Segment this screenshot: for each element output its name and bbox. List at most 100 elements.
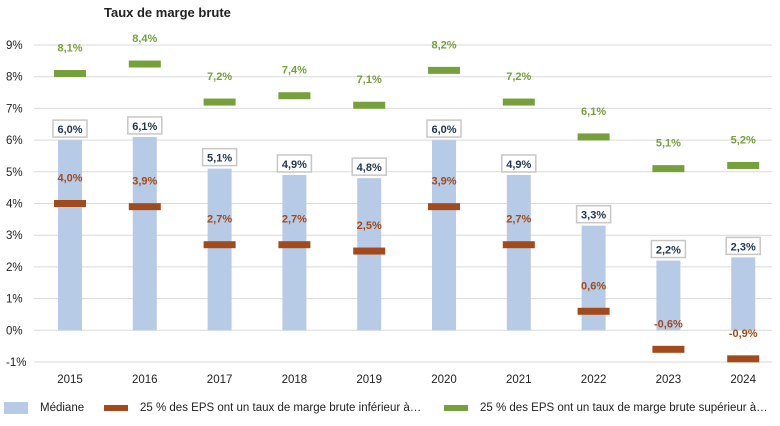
y-tick-label: 4% [6,199,23,211]
upper-quartile-data-label: 8,1% [57,43,82,55]
lower-quartile-marker [577,307,610,315]
upper-quartile-marker [278,92,311,100]
upper-quartile-data-label: 7,4% [282,65,307,77]
bar [207,168,232,331]
lower-quartile-marker [203,241,236,249]
y-tick-label: 1% [6,294,23,306]
bar [731,257,756,331]
median-data-label: 2,3% [731,241,756,253]
bar [282,174,307,331]
lower-quartile-marker [278,241,311,249]
lower-quartile-data-label: 2,7% [506,214,531,226]
upper-quartile-data-label: 7,1% [357,74,382,86]
legend-label-median: Médiane [40,402,85,414]
y-tick-label: 8% [6,72,23,84]
y-tick-label: 6% [6,135,23,147]
median-data-label: 6,0% [431,124,456,136]
median-label-box [501,154,537,173]
median-label-box [201,147,238,167]
upper-quartile-marker [502,98,535,106]
lower-quartile-data-label: -0,9% [729,328,758,340]
upper-quartile-marker [128,60,161,68]
legend-swatch-median [4,402,28,414]
x-tick-label: 2016 [132,374,158,386]
median-data-label: 6,0% [57,124,82,136]
upper-quartile-data-label: 7,2% [506,71,531,83]
lower-quartile-data-label: 2,7% [282,214,307,226]
median-data-label: 2,2% [656,245,681,257]
upper-quartile-data-label: 5,1% [656,138,681,150]
upper-quartile-data-label: 6,1% [581,106,606,118]
x-tick-label: 2019 [356,374,382,386]
x-tick-label: 2023 [656,374,682,386]
y-tick-label: 9% [6,40,23,52]
x-tick-label: 2015 [57,374,83,386]
bar [132,136,157,331]
median-data-label: 4,9% [506,159,531,171]
x-tick-label: 2018 [282,374,308,386]
median-data-label: 5,1% [207,153,232,165]
median-label-box [575,204,612,224]
upper-quartile-marker [652,165,685,173]
upper-quartile-data-label: 8,4% [132,33,157,45]
lower-quartile-data-label: 4,0% [57,173,82,185]
lower-quartile-data-label: 3,9% [132,176,157,188]
median-data-label: 6,1% [132,121,157,133]
legend-swatch-upper-quartile [444,405,468,411]
lower-quartile-marker [353,247,386,255]
upper-quartile-data-label: 5,2% [731,134,756,146]
lower-quartile-data-label: -0,6% [654,318,683,330]
median-label-box [127,116,163,135]
legend-swatch-lower-quartile [104,405,128,411]
legend-item-lower-quartile: 25 % des EPS ont un taux de marge brute … [104,402,421,414]
median-data-label: 4,9% [282,159,307,171]
chart-plot: 9% 8% 7% 6% 5% 4% 3% 2% 1% 0% -1% 2015 2016 2017 2018 2… [6,33,772,386]
upper-quartile-marker [727,161,760,169]
bar [656,260,681,331]
median-label-box [52,119,88,138]
y-tick-label: 5% [6,167,23,179]
lower-quartile-marker [128,203,161,211]
upper-quartile-marker [428,66,460,74]
x-tick-label: 2021 [506,374,532,386]
lower-quartile-data-label: 2,5% [357,220,382,232]
median-label-box [650,239,687,259]
bar [506,174,531,331]
lower-quartile-marker [727,355,760,363]
y-tick-label: 2% [6,262,23,274]
legend: Médiane 25 % des EPS ont un taux de marg… [0,402,780,422]
upper-quartile-marker [54,70,86,78]
legend-item-median: Médiane [4,402,84,414]
median-data-label: 3,3% [581,210,606,222]
legend-label-upper-quartile: 25 % des EPS ont un taux de marge brute … [480,402,768,414]
x-tick-label: 2020 [431,374,457,386]
upper-quartile-data-label: 8,2% [431,39,456,51]
bar [432,140,456,331]
x-tick-label: 2022 [581,374,607,386]
median-data-label: 4,8% [357,162,382,174]
lower-quartile-marker [502,241,535,249]
y-tick-label: 3% [6,230,23,242]
y-tick-label: 7% [6,103,23,115]
median-label-box [276,154,313,173]
upper-quartile-marker [577,133,610,141]
lower-quartile-marker [54,200,86,207]
chart-title: Taux de marge brute [104,5,231,20]
legend-label-lower-quartile: 25 % des EPS ont un taux de marge brute … [140,402,422,414]
upper-quartile-marker [203,98,236,106]
y-tick-label: -1% [6,357,26,369]
y-tick-label: 0% [6,325,23,337]
x-tick-label: 2017 [207,374,233,386]
median-label-box [426,119,462,138]
lower-quartile-data-label: 2,7% [207,214,232,226]
lower-quartile-marker [652,345,685,353]
legend-item-upper-quartile: 25 % des EPS ont un taux de marge brute … [444,402,768,414]
upper-quartile-marker [353,101,386,109]
median-label-box [725,236,761,256]
median-label-box [351,157,387,176]
upper-quartile-data-label: 7,2% [207,71,232,83]
lower-quartile-marker [428,203,460,211]
x-tick-label: 2024 [730,374,756,386]
lower-quartile-data-label: 3,9% [431,176,456,188]
bar [58,140,82,331]
